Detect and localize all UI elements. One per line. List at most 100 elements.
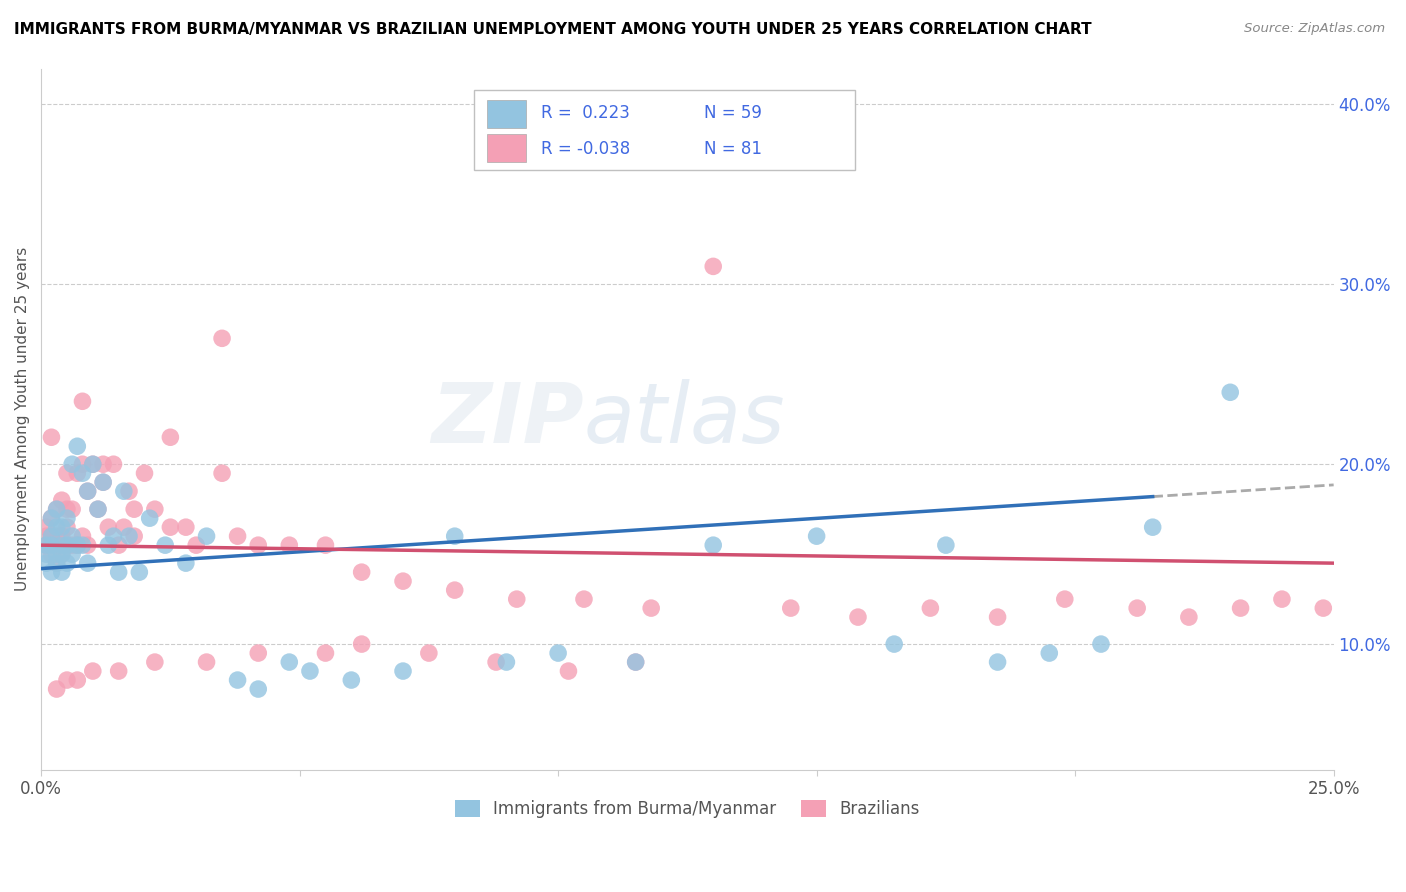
- Point: [107, 664, 129, 678]
- Point: [495, 655, 517, 669]
- Point: [60, 502, 83, 516]
- Point: [226, 673, 249, 687]
- Point: [35, 556, 58, 570]
- Point: [506, 592, 529, 607]
- Point: [1219, 385, 1241, 400]
- Point: [66, 467, 89, 481]
- Point: [987, 610, 1010, 624]
- Point: [66, 439, 89, 453]
- Point: [1142, 520, 1164, 534]
- Point: [846, 610, 869, 624]
- Point: [72, 538, 94, 552]
- Point: [128, 565, 150, 579]
- Point: [91, 475, 114, 490]
- Point: [103, 529, 125, 543]
- Y-axis label: Unemployment Among Youth under 25 years: Unemployment Among Youth under 25 years: [15, 247, 30, 591]
- Point: [350, 637, 373, 651]
- Point: [51, 493, 73, 508]
- Point: [76, 538, 98, 552]
- Point: [76, 484, 98, 499]
- Text: Source: ZipAtlas.com: Source: ZipAtlas.com: [1244, 22, 1385, 36]
- Point: [443, 529, 465, 543]
- Point: [60, 547, 83, 561]
- Point: [392, 574, 415, 589]
- Text: ZIP: ZIP: [432, 379, 583, 459]
- Point: [41, 547, 63, 561]
- Point: [41, 511, 63, 525]
- Point: [72, 394, 94, 409]
- Point: [340, 673, 363, 687]
- Point: [186, 538, 208, 552]
- Point: [45, 502, 67, 516]
- Point: [56, 556, 79, 570]
- Point: [935, 538, 957, 552]
- Point: [702, 260, 724, 274]
- Point: [112, 484, 135, 499]
- Point: [806, 529, 828, 543]
- FancyBboxPatch shape: [474, 89, 855, 170]
- Point: [920, 601, 942, 615]
- Point: [41, 430, 63, 444]
- Point: [159, 430, 181, 444]
- Point: [211, 467, 233, 481]
- Point: [443, 583, 465, 598]
- Point: [1229, 601, 1251, 615]
- Point: [987, 655, 1010, 669]
- Point: [72, 467, 94, 481]
- Point: [41, 529, 63, 543]
- Point: [485, 655, 508, 669]
- Point: [35, 529, 58, 543]
- Legend: Immigrants from Burma/Myanmar, Brazilians: Immigrants from Burma/Myanmar, Brazilian…: [449, 793, 927, 825]
- Point: [624, 655, 647, 669]
- Point: [56, 520, 79, 534]
- Point: [143, 655, 166, 669]
- Point: [51, 529, 73, 543]
- Point: [278, 655, 301, 669]
- Point: [35, 538, 58, 552]
- Text: N = 59: N = 59: [704, 103, 762, 121]
- Point: [41, 529, 63, 543]
- Point: [1178, 610, 1201, 624]
- Point: [51, 538, 73, 552]
- Point: [51, 547, 73, 561]
- Point: [122, 502, 145, 516]
- Point: [153, 538, 176, 552]
- Point: [87, 502, 110, 516]
- Point: [45, 556, 67, 570]
- Point: [1126, 601, 1149, 615]
- Point: [1038, 646, 1060, 660]
- Point: [1312, 601, 1334, 615]
- Point: [640, 601, 662, 615]
- Point: [107, 538, 129, 552]
- Point: [87, 502, 110, 516]
- Point: [45, 556, 67, 570]
- Point: [1053, 592, 1076, 607]
- Point: [56, 502, 79, 516]
- Point: [45, 502, 67, 516]
- Point: [41, 565, 63, 579]
- Bar: [486, 134, 526, 161]
- Point: [97, 538, 120, 552]
- Point: [60, 457, 83, 471]
- Point: [45, 529, 67, 543]
- Point: [60, 529, 83, 543]
- Point: [174, 556, 197, 570]
- Text: R = -0.038: R = -0.038: [541, 140, 630, 158]
- Point: [45, 681, 67, 696]
- Point: [1271, 592, 1294, 607]
- Point: [66, 538, 89, 552]
- Point: [247, 538, 270, 552]
- Point: [211, 331, 233, 345]
- Point: [418, 646, 440, 660]
- Point: [195, 655, 218, 669]
- Point: [298, 664, 321, 678]
- Point: [883, 637, 905, 651]
- Bar: [486, 100, 526, 128]
- Point: [51, 547, 73, 561]
- Point: [35, 538, 58, 552]
- Point: [118, 529, 141, 543]
- Point: [56, 511, 79, 525]
- Text: R =  0.223: R = 0.223: [541, 103, 630, 121]
- Point: [45, 547, 67, 561]
- Point: [107, 565, 129, 579]
